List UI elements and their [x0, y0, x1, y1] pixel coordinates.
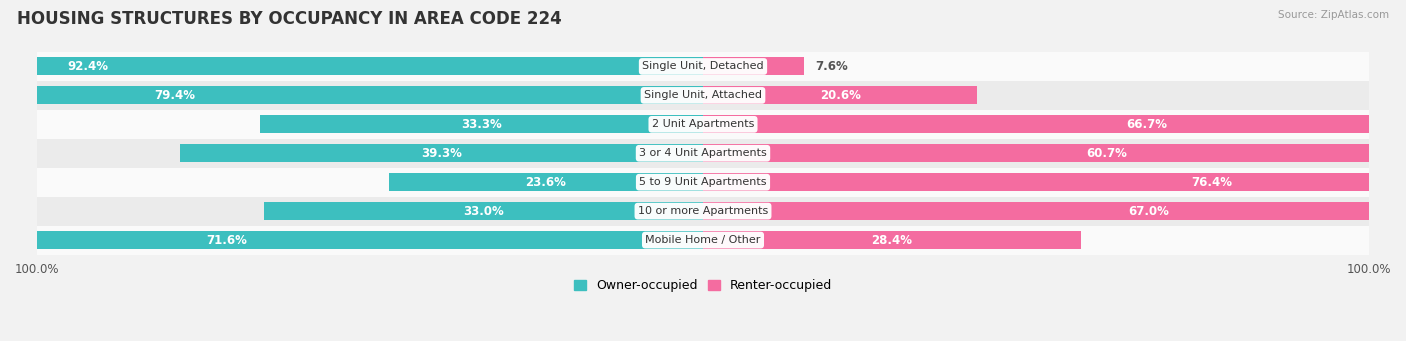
Bar	[703, 58, 804, 75]
Text: 5 to 9 Unit Apartments: 5 to 9 Unit Apartments	[640, 177, 766, 187]
Text: 39.3%: 39.3%	[420, 147, 461, 160]
Bar	[37, 226, 1369, 254]
Text: 92.4%: 92.4%	[67, 60, 108, 73]
Text: 3 or 4 Unit Apartments: 3 or 4 Unit Apartments	[640, 148, 766, 158]
Text: 20.6%: 20.6%	[820, 89, 860, 102]
Text: 33.3%: 33.3%	[461, 118, 502, 131]
Text: 10 or more Apartments: 10 or more Apartments	[638, 206, 768, 216]
Text: 67.0%: 67.0%	[1129, 205, 1170, 218]
Bar	[180, 144, 703, 162]
Bar	[37, 139, 1369, 168]
Text: 28.4%: 28.4%	[872, 234, 912, 247]
Text: Single Unit, Detached: Single Unit, Detached	[643, 61, 763, 72]
Bar	[37, 110, 1369, 139]
Text: 2 Unit Apartments: 2 Unit Apartments	[652, 119, 754, 129]
Text: 7.6%: 7.6%	[815, 60, 848, 73]
Text: Single Unit, Attached: Single Unit, Attached	[644, 90, 762, 100]
Text: HOUSING STRUCTURES BY OCCUPANCY IN AREA CODE 224: HOUSING STRUCTURES BY OCCUPANCY IN AREA …	[17, 10, 561, 28]
Bar	[0, 231, 703, 249]
Bar	[263, 202, 703, 220]
Text: 71.6%: 71.6%	[205, 234, 247, 247]
Bar	[260, 115, 703, 133]
Text: 23.6%: 23.6%	[526, 176, 567, 189]
Text: 76.4%: 76.4%	[1191, 176, 1232, 189]
Text: 79.4%: 79.4%	[153, 89, 195, 102]
Bar	[0, 58, 703, 75]
Bar	[703, 86, 977, 104]
Text: 66.7%: 66.7%	[1126, 118, 1167, 131]
Bar	[37, 197, 1369, 226]
Bar	[37, 168, 1369, 197]
Bar	[37, 52, 1369, 81]
Bar	[703, 144, 1406, 162]
Bar	[703, 231, 1081, 249]
Bar	[703, 202, 1406, 220]
Bar	[389, 173, 703, 191]
Bar	[703, 173, 1406, 191]
Bar	[703, 115, 1406, 133]
Text: 60.7%: 60.7%	[1087, 147, 1128, 160]
Bar	[0, 86, 703, 104]
Text: Mobile Home / Other: Mobile Home / Other	[645, 235, 761, 245]
Bar	[37, 81, 1369, 110]
Legend: Owner-occupied, Renter-occupied: Owner-occupied, Renter-occupied	[568, 274, 838, 297]
Text: Source: ZipAtlas.com: Source: ZipAtlas.com	[1278, 10, 1389, 20]
Text: 33.0%: 33.0%	[463, 205, 503, 218]
